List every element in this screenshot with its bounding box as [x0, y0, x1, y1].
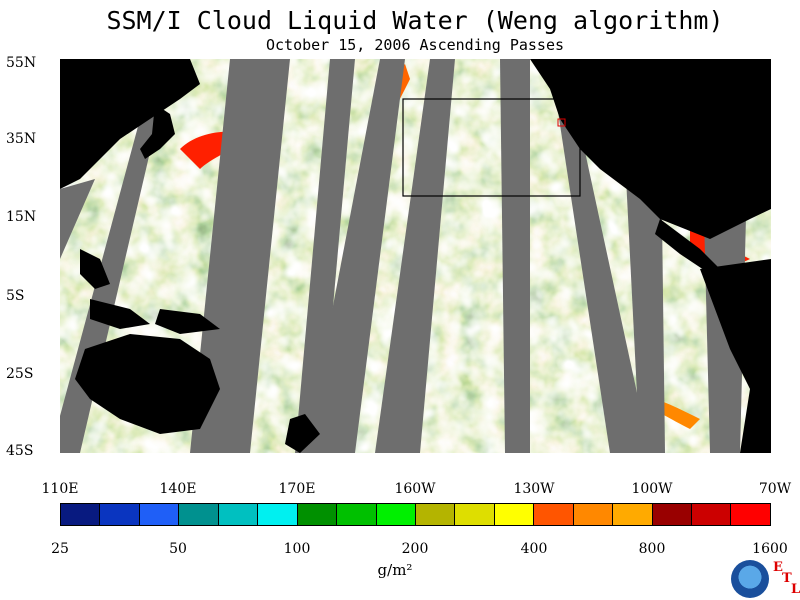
lat-label-45s: 45S — [6, 443, 34, 459]
colorbar-swatch — [61, 504, 101, 525]
lat-label-55n: 55N — [6, 55, 37, 71]
colorbar-swatch — [179, 504, 219, 525]
lon-label-110e: 110E — [41, 481, 79, 497]
colorbar-swatch — [376, 504, 416, 525]
colorbar-label-25: 25 — [51, 541, 69, 557]
map-canvas — [60, 59, 771, 453]
colorbar-units: g/m² — [377, 561, 413, 579]
colorbar-swatch — [692, 504, 732, 525]
noaa-logo-icon — [731, 560, 769, 598]
colorbar-swatch — [297, 504, 338, 525]
colorbar-swatch — [258, 504, 298, 525]
colorbar-swatch — [613, 504, 653, 525]
colorbar-swatch — [218, 504, 259, 525]
colorbar-swatch — [652, 504, 692, 525]
colorbar-label-200: 200 — [401, 541, 429, 557]
lon-label-100w: 100W — [631, 481, 673, 497]
land-masses — [60, 59, 771, 453]
colorbar-label-400: 400 — [520, 541, 548, 557]
cloud-liquid-water-map — [60, 59, 771, 453]
lon-label-160w: 160W — [394, 481, 436, 497]
colorbar-swatch — [337, 504, 377, 525]
map-title: SSM/I Cloud Liquid Water (Weng algorithm… — [106, 6, 724, 35]
point-box — [557, 118, 566, 127]
lon-label-130w: 130W — [513, 481, 555, 497]
colorbar-label-1600: 1600 — [752, 541, 788, 557]
colorbar-swatch — [494, 504, 535, 525]
lat-label-25s: 25S — [6, 366, 34, 382]
map-subtitle: October 15, 2006 Ascending Passes — [265, 36, 564, 54]
colorbar-swatch — [139, 504, 180, 525]
lat-label-35n: 35N — [6, 131, 37, 147]
lon-label-140e: 140E — [159, 481, 197, 497]
logo-letter-t: T — [782, 571, 792, 586]
colorbar-swatch — [100, 504, 140, 525]
colorbar — [60, 503, 771, 526]
colorbar-label-100: 100 — [283, 541, 311, 557]
lon-label-170e: 170E — [278, 481, 316, 497]
colorbar-swatch — [415, 504, 456, 525]
colorbar-swatch — [731, 504, 770, 525]
lat-label-15n: 15N — [6, 209, 37, 225]
colorbar-label-50: 50 — [169, 541, 187, 557]
logo-letter-l: L — [791, 582, 800, 597]
colorbar-swatch — [573, 504, 614, 525]
lon-label-70w: 70W — [758, 481, 792, 497]
colorbar-label-800: 800 — [638, 541, 666, 557]
lat-label-5s: 5S — [6, 288, 25, 304]
colorbar-swatch — [534, 504, 574, 525]
colorbar-swatch — [455, 504, 495, 525]
logo-letter-e: E — [773, 560, 783, 575]
region-box — [402, 98, 581, 197]
